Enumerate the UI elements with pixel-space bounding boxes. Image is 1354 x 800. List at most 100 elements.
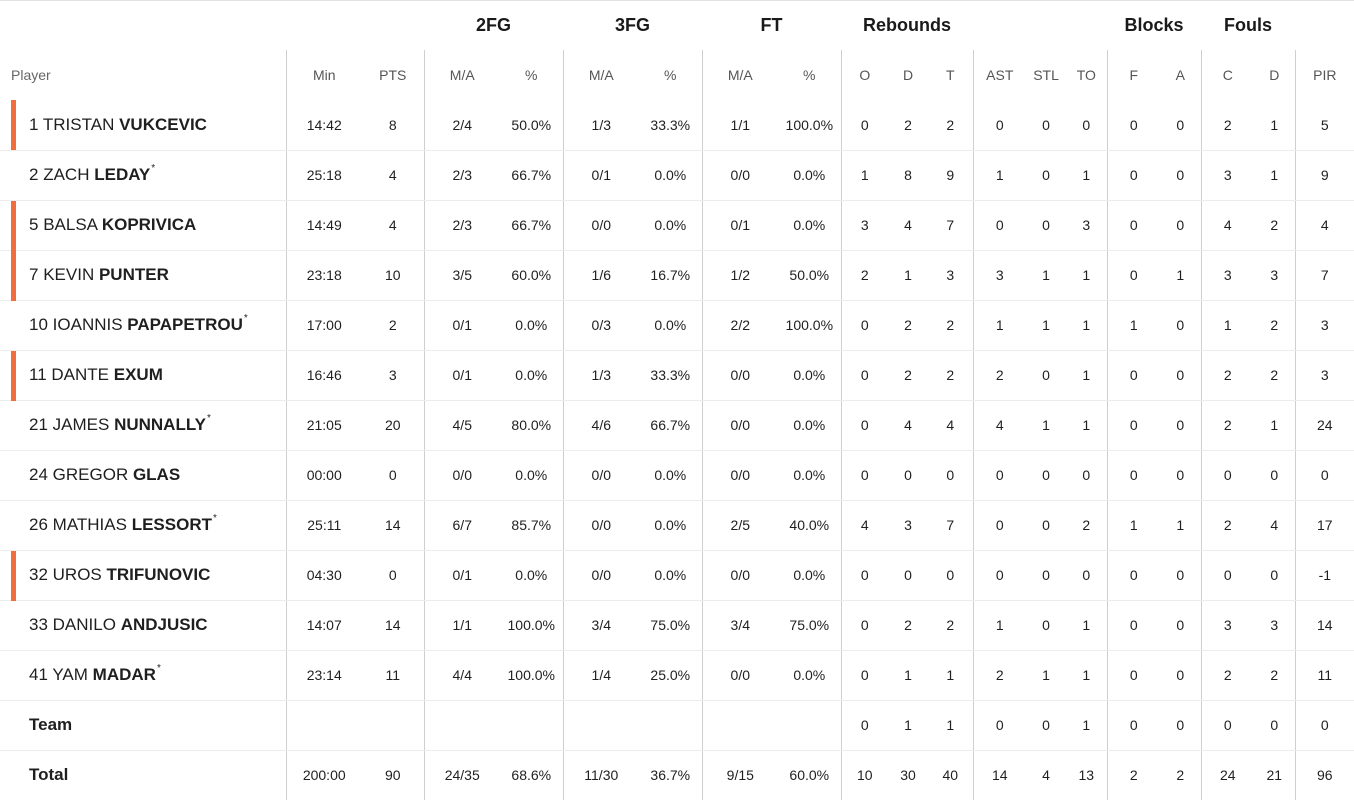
column-header-2fg-ma[interactable]: M/A (423, 50, 500, 100)
player-number: 33 (29, 615, 48, 634)
stat-cell (423, 700, 500, 751)
player-name-cell[interactable]: 21 JAMES NUNNALLY* (0, 400, 286, 451)
stat-cell: 85.7% (500, 500, 564, 551)
stat-cell: 0 (1026, 150, 1067, 201)
stat-cell: 0 (1254, 700, 1296, 751)
stat-cell: 0 (1026, 500, 1067, 551)
stat-cell: 40 (942, 767, 959, 784)
player-first-name: ZACH (43, 165, 90, 184)
stat-cell: 1 (1066, 600, 1108, 651)
stat-cell: 4 (1254, 500, 1296, 551)
column-header-to[interactable]: TO (1076, 67, 1096, 83)
player-first-name: MATHIAS (52, 515, 127, 534)
player-last-name: VUKCEVIC (119, 114, 207, 134)
column-header-3fg-pct[interactable]: % (664, 67, 677, 83)
stat-cell: 0.0% (778, 550, 842, 601)
stat-cell: 2 (840, 250, 889, 301)
stat-cell: 3 (888, 500, 929, 551)
player-first-name: TRISTAN (42, 114, 115, 134)
group-header-blocks: Blocks (1124, 14, 1184, 35)
stat-cell: 21:05 (285, 400, 362, 451)
column-header-foul-d[interactable]: D (1269, 67, 1280, 83)
total-label: Total (29, 765, 69, 785)
stat-cell: 0 (1294, 700, 1354, 751)
stat-cell: 4/4 (423, 650, 500, 701)
stat-cell: 4 (888, 400, 929, 451)
stat-cell: 23:14 (285, 650, 362, 701)
stat-cell: 2 (1176, 767, 1185, 784)
stat-cell: 2/5 (701, 500, 779, 551)
stat-cell: 0/0 (562, 500, 640, 551)
stat-cell: 100.0% (500, 650, 564, 701)
group-header-fouls: Fouls (1224, 14, 1273, 35)
column-header-player[interactable]: Player (11, 67, 51, 83)
stat-cell: 2 (888, 300, 929, 351)
stat-cell: 0 (1106, 350, 1161, 401)
stat-cell: 0/1 (701, 200, 779, 251)
stat-cell: 14 (972, 750, 1027, 800)
column-header-blk-f[interactable]: F (1106, 50, 1161, 100)
stat-cell: 33.3% (639, 350, 703, 401)
column-header-pts[interactable]: PTS (379, 67, 407, 83)
player-last-name: PUNTER (98, 265, 169, 284)
column-header-reb-t[interactable]: T (946, 67, 955, 83)
total-row: Total 200:00 90 24/35 68.6% 11/30 36.7% 9/15 60.… (0, 750, 1354, 800)
stat-cell: 2 (928, 100, 974, 151)
stat-cell: 0 (1160, 600, 1202, 651)
player-name-cell[interactable]: 11 DANTE EXUM (0, 350, 286, 401)
column-header-reb-o[interactable]: O (840, 50, 889, 100)
stat-cell: 1 (1200, 300, 1255, 351)
stat-cell: 0 (1106, 250, 1161, 301)
stat-cell: 17:00 (285, 300, 362, 351)
stat-cell: 1 (1026, 400, 1067, 451)
stat-cell: 0 (888, 450, 929, 501)
stat-cell: 90 (384, 767, 401, 784)
player-name-cell[interactable]: 10 IOANNIS PAPAPETROU* (0, 300, 286, 351)
player-name-cell[interactable]: 5 BALSA KOPRIVICA (0, 200, 286, 251)
player-name-cell[interactable]: 1 TRISTAN VUKCEVIC (0, 100, 286, 151)
stat-cell: 9/15 (701, 750, 779, 800)
player-name-cell[interactable]: 7 KEVIN PUNTER (0, 250, 286, 301)
player-name-cell[interactable]: 26 MATHIAS LESSORT* (0, 500, 286, 551)
stat-cell: 4/6 (562, 400, 640, 451)
column-header-min[interactable]: Min (285, 50, 362, 100)
stat-cell: 2/4 (423, 100, 500, 151)
stat-cell: 0 (1106, 650, 1161, 701)
stat-cell: 2 (972, 350, 1027, 401)
stat-cell: 0.0% (639, 500, 703, 551)
column-header-stl[interactable]: STL (1033, 67, 1059, 83)
stat-cell: 4 (840, 500, 889, 551)
column-header-3fg-ma[interactable]: M/A (562, 50, 640, 100)
column-header-ft-pct[interactable]: % (803, 67, 816, 83)
player-number: 26 (29, 515, 48, 534)
player-name-cell[interactable]: 24 GREGOR GLAS (0, 450, 286, 501)
stat-cell: 1 (1254, 400, 1296, 451)
player-name-cell[interactable]: 32 UROS TRIFUNOVIC (0, 550, 286, 601)
player-name-cell[interactable]: 2 ZACH LEDAY* (0, 150, 286, 201)
column-header-ft-ma[interactable]: M/A (701, 50, 779, 100)
stat-cell: 3 (1200, 250, 1255, 301)
stat-cell: 80.0% (500, 400, 564, 451)
player-rows: 1 TRISTAN VUKCEVIC 14:42 8 2/4 50.0% 1/3 33.3%… (0, 100, 1354, 800)
stat-cell: 1/3 (562, 100, 640, 151)
column-header-2fg-pct[interactable]: % (525, 67, 538, 83)
stat-cell: 2 (1200, 650, 1255, 701)
player-name-cell[interactable]: 33 DANILO ANDJUSIC (0, 600, 286, 651)
player-name-cell[interactable]: 41 YAM MADAR* (0, 650, 286, 701)
table-row: 33 DANILO ANDJUSIC 14:07 14 1/1 100.0% 3/4 75.… (0, 600, 1354, 651)
stat-cell: 0 (1160, 450, 1202, 501)
stat-cell: 11/30 (562, 750, 640, 800)
stat-cell: 4 (362, 200, 424, 251)
player-last-name: NUNNALLY (114, 415, 207, 434)
column-header-foul-c[interactable]: C (1200, 50, 1255, 100)
group-header-ft: FT (760, 14, 783, 35)
stat-cell: 0 (1200, 700, 1255, 751)
column-header-pir[interactable]: PIR (1294, 50, 1354, 100)
stat-cell: 0 (1160, 150, 1202, 201)
column-header-blk-a[interactable]: A (1175, 67, 1185, 83)
column-header-reb-d[interactable]: D (902, 67, 914, 83)
column-header-ast[interactable]: AST (972, 50, 1027, 100)
stat-cell: 0 (1160, 550, 1202, 601)
player-first-name: BALSA (43, 215, 98, 234)
stat-cell: 0.0% (500, 450, 564, 501)
